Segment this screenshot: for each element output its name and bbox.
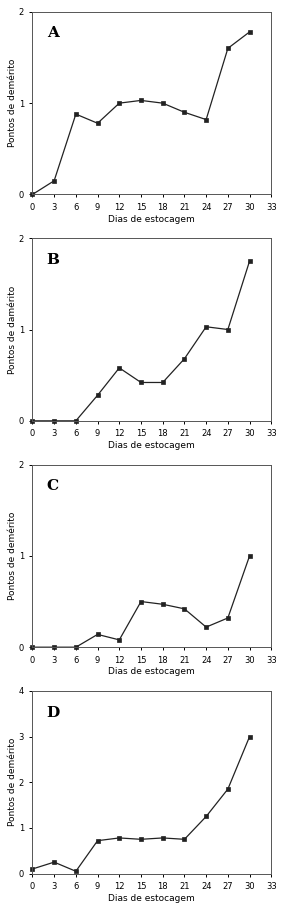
Text: B: B: [47, 253, 60, 267]
Y-axis label: Pontos de damérito: Pontos de damérito: [9, 285, 17, 374]
Y-axis label: Pontos de demérito: Pontos de demérito: [8, 738, 17, 826]
Y-axis label: Pontos de demérito: Pontos de demérito: [9, 512, 17, 600]
Text: D: D: [47, 705, 60, 720]
X-axis label: Dias de estocagem: Dias de estocagem: [109, 894, 195, 903]
X-axis label: Dias de estocagem: Dias de estocagem: [109, 441, 195, 450]
X-axis label: Dias de estocagem: Dias de estocagem: [109, 667, 195, 676]
X-axis label: Dias de estocagem: Dias de estocagem: [109, 215, 195, 223]
Text: A: A: [47, 26, 59, 40]
Y-axis label: Pontos de demérito: Pontos de demérito: [9, 59, 17, 148]
Text: C: C: [47, 479, 59, 493]
